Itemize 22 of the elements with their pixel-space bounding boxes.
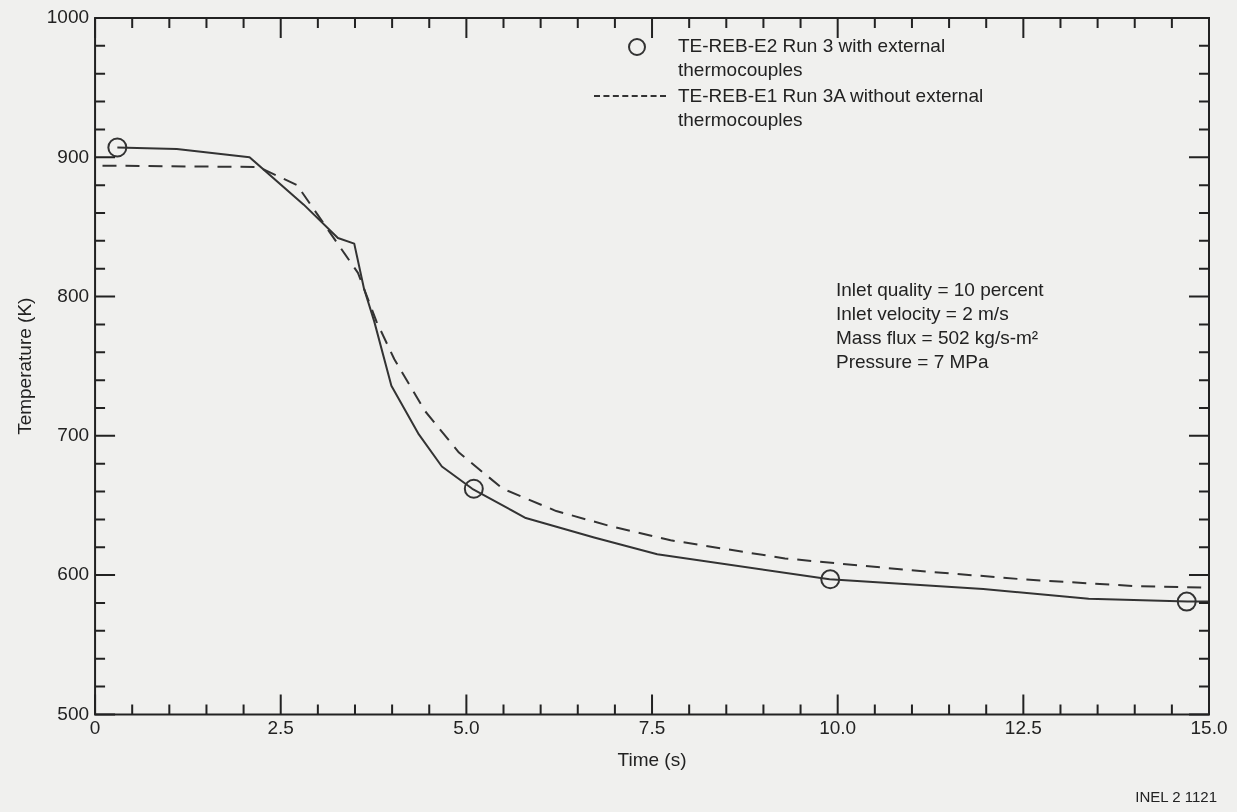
x-tick-label: 2.5 (267, 717, 294, 739)
y-tick-label: 500 (57, 702, 90, 724)
x-tick-label: 15.0 (1190, 717, 1228, 739)
y-tick-label: 1000 (46, 6, 90, 28)
annotation: Inlet velocity = 2 m/s (836, 302, 1010, 326)
annotation: Pressure = 7 MPa (836, 350, 990, 374)
y-axis-title: Temperature (K) (13, 297, 35, 435)
y-tick-label: 800 (57, 284, 90, 306)
y-tick-label: 600 (57, 563, 90, 585)
annotation: Inlet quality = 10 percent (836, 278, 1044, 302)
x-tick-label: 7.5 (638, 717, 666, 739)
y-tick-label: 700 (57, 424, 90, 446)
annotation: Mass flux = 502 kg/s-m² (836, 326, 1040, 350)
x-axis-title: Time (s) (617, 748, 687, 770)
y-tick-label: 900 (57, 145, 90, 167)
x-tick-label: 5.0 (453, 717, 480, 739)
legend-label: TE-REB-E1 Run 3A without external thermocouples (678, 84, 985, 132)
x-tick-label: 12.5 (1004, 717, 1042, 739)
legend-label: TE-REB-E2 Run 3 with external thermocouples (678, 34, 947, 82)
x-tick-label: 10.0 (819, 717, 857, 739)
text: INEL 2 1121 (1135, 788, 1217, 805)
x-tick-label: 0 (89, 717, 101, 739)
